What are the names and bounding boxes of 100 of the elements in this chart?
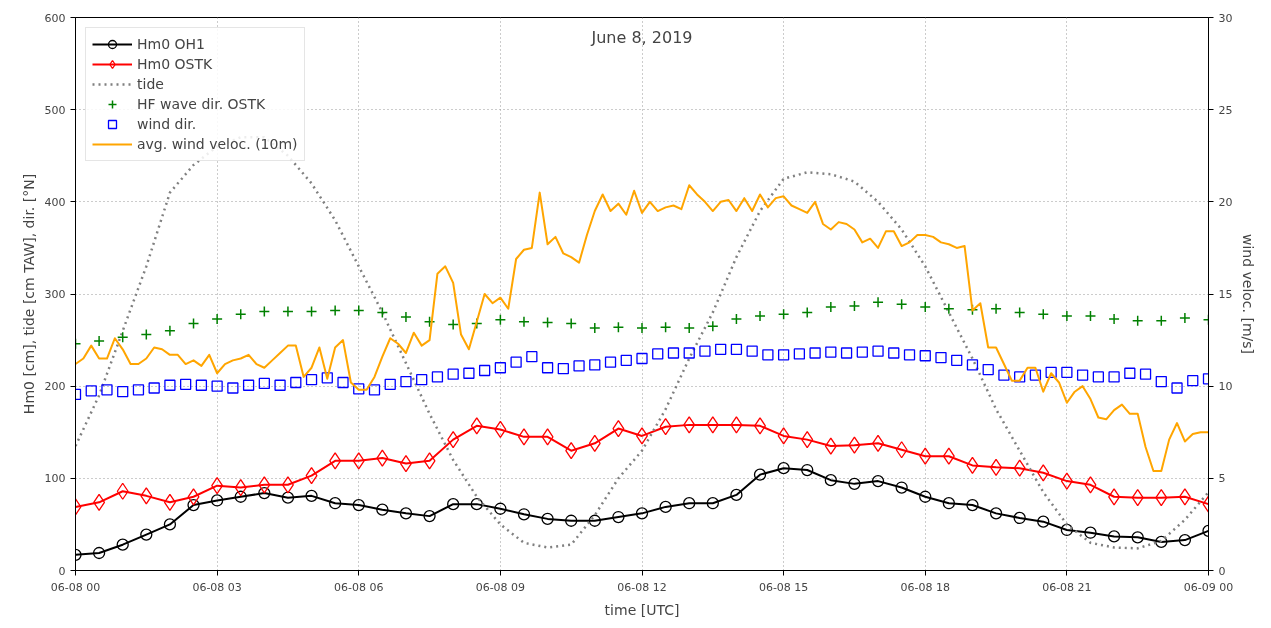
- point: [989, 507, 1003, 520]
- y2-axis-title: wind veloc. [m/s]: [1240, 233, 1257, 355]
- point: [494, 314, 507, 326]
- x-tick-label: 06-08 00: [50, 580, 101, 594]
- point: [1131, 314, 1144, 327]
- point: [801, 306, 813, 319]
- point: [942, 447, 955, 465]
- legend-label: HF wave dir. OSTK: [137, 96, 266, 112]
- y2-tick-label: 0: [1218, 564, 1226, 578]
- point: [1155, 535, 1168, 549]
- x-tick-label: 06-08 21: [1042, 580, 1092, 594]
- x-axis-title: time [UTC]: [604, 601, 680, 618]
- point: [777, 462, 790, 475]
- x-tick-label: 06-08 15: [758, 580, 809, 594]
- point: [352, 498, 365, 512]
- y-tick-label: 100: [44, 472, 66, 486]
- point: [588, 514, 601, 527]
- point: [187, 317, 200, 330]
- point: [187, 498, 200, 512]
- point: [777, 427, 790, 445]
- point: [541, 512, 554, 526]
- point: [706, 497, 719, 510]
- point: [258, 486, 271, 500]
- point: [1131, 489, 1144, 507]
- point: [376, 449, 389, 467]
- point: [518, 315, 530, 328]
- legend-label: avg. wind veloc. (10m): [137, 136, 298, 152]
- point: [801, 463, 814, 477]
- point: [1084, 476, 1097, 494]
- point: [942, 497, 955, 510]
- point: [871, 474, 885, 488]
- point: [92, 546, 106, 560]
- point: [1037, 308, 1050, 321]
- point: [352, 452, 365, 470]
- point: [990, 458, 1003, 476]
- point: [140, 328, 153, 341]
- text: June 8, 2019: [590, 27, 693, 47]
- y-tick-label: 200: [44, 380, 66, 394]
- point: [140, 528, 153, 541]
- point: [612, 510, 625, 524]
- point: [683, 322, 695, 334]
- point: [116, 538, 129, 551]
- point: [116, 331, 129, 344]
- point: [706, 416, 719, 434]
- point: [635, 507, 649, 520]
- point: [234, 490, 247, 503]
- point: [234, 308, 247, 321]
- point: [329, 497, 342, 510]
- point: [943, 303, 955, 315]
- y-tick-label: 300: [44, 288, 66, 301]
- point: [281, 476, 294, 494]
- point: [541, 428, 554, 446]
- point: [1178, 533, 1192, 547]
- point: [824, 474, 837, 487]
- point: [754, 310, 766, 322]
- point: [517, 508, 531, 521]
- point: [329, 452, 342, 470]
- point: [707, 320, 719, 333]
- point: [848, 436, 861, 454]
- legend-label: Hm0 OH1: [137, 36, 205, 52]
- point: [589, 322, 601, 334]
- point: [824, 437, 837, 455]
- point: [730, 488, 743, 502]
- legend-label: Hm0 OSTK: [137, 56, 213, 72]
- point: [895, 481, 908, 494]
- point: [1084, 526, 1097, 539]
- point: [777, 308, 790, 321]
- y-axis-title: Hm0 [cm], tide [cm TAW], dir. [°N]: [20, 173, 37, 415]
- point: [164, 325, 176, 337]
- point: [1178, 488, 1191, 506]
- point: [1013, 511, 1026, 525]
- point: [1155, 314, 1168, 327]
- point: [588, 434, 601, 452]
- point: [825, 301, 837, 313]
- point: [683, 497, 696, 510]
- point: [1131, 531, 1144, 544]
- y-tick-label: 600: [44, 11, 66, 25]
- point: [1060, 523, 1074, 537]
- point: [1061, 310, 1073, 322]
- y2-tick-label: 5: [1218, 472, 1226, 486]
- x-tick-label: 06-08 06: [334, 580, 384, 594]
- point: [1013, 306, 1026, 319]
- point: [1037, 464, 1050, 482]
- point: [116, 482, 129, 500]
- point: [565, 514, 578, 527]
- point: [305, 489, 318, 502]
- point: [872, 434, 885, 452]
- line-series: [75, 184, 1209, 472]
- y2-tick-label: 15: [1218, 288, 1233, 301]
- point: [376, 503, 389, 516]
- point: [210, 494, 224, 507]
- point: [895, 298, 908, 310]
- point: [659, 321, 672, 333]
- point: [1037, 515, 1050, 528]
- point: [447, 318, 459, 331]
- point: [423, 509, 436, 523]
- point: [447, 498, 460, 511]
- point: [730, 416, 743, 434]
- y2-tick-label: 30: [1218, 11, 1233, 25]
- legend-label: wind dir.: [137, 116, 197, 132]
